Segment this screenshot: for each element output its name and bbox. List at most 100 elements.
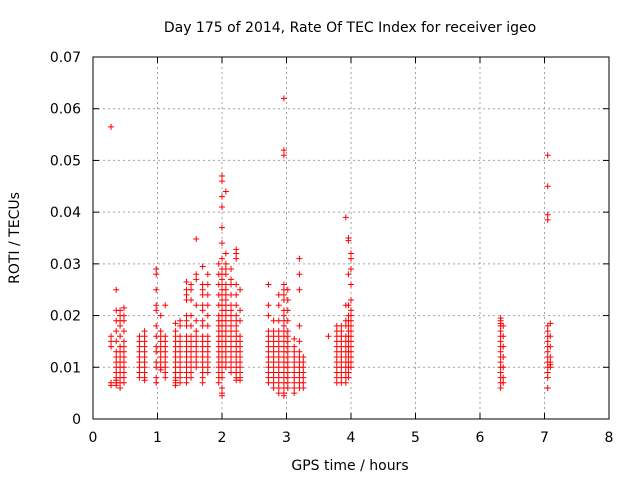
data-point — [219, 240, 225, 247]
data-point — [177, 322, 184, 329]
data-point — [177, 353, 184, 360]
data-point — [120, 338, 127, 345]
data-point — [183, 278, 190, 285]
data-point — [153, 379, 160, 386]
data-point — [348, 255, 354, 262]
data-point — [136, 359, 143, 366]
data-point — [284, 369, 291, 376]
data-point — [296, 271, 303, 278]
data-point — [120, 328, 127, 335]
data-point — [153, 322, 160, 329]
data-point — [237, 338, 244, 345]
data-point — [280, 291, 287, 298]
data-point — [188, 364, 195, 371]
data-point — [291, 348, 298, 355]
data-point — [219, 172, 225, 179]
data-point — [291, 353, 298, 360]
data-point — [270, 338, 277, 345]
data-point — [291, 374, 298, 381]
data-point — [117, 307, 124, 314]
data-point — [265, 338, 272, 345]
data-point — [265, 302, 272, 309]
data-point — [544, 152, 551, 159]
data-point — [222, 250, 229, 257]
data-point — [291, 359, 298, 366]
data-point — [188, 281, 195, 288]
data-point — [222, 338, 229, 345]
data-point — [228, 359, 235, 366]
data-point — [199, 291, 206, 298]
data-point — [153, 374, 160, 381]
data-point — [291, 390, 298, 397]
data-point — [544, 374, 551, 381]
data-point — [141, 343, 148, 350]
data-point — [342, 379, 349, 386]
data-point — [237, 377, 244, 384]
data-point — [284, 286, 291, 293]
data-point — [296, 338, 303, 345]
data-point — [275, 328, 282, 335]
data-point — [222, 307, 229, 314]
data-point — [300, 384, 307, 391]
data-point — [199, 374, 206, 381]
data-point — [222, 343, 229, 350]
data-point — [497, 359, 504, 366]
data-point — [228, 328, 235, 335]
data-point — [199, 364, 206, 371]
data-point — [228, 364, 235, 371]
y-tick-label: 0.02 — [50, 309, 81, 325]
data-point — [300, 353, 307, 360]
data-point — [284, 307, 291, 314]
data-point — [219, 224, 225, 231]
data-point — [188, 348, 195, 355]
data-point — [300, 374, 307, 381]
data-point — [345, 369, 352, 376]
data-point — [199, 263, 206, 270]
data-point — [284, 384, 291, 391]
data-point — [348, 266, 354, 273]
data-point — [199, 379, 206, 386]
data-point — [222, 266, 229, 273]
x-tick-label: 7 — [540, 430, 549, 446]
data-point — [193, 364, 200, 371]
data-point — [237, 307, 244, 314]
data-point — [177, 338, 184, 345]
data-point — [108, 333, 115, 340]
data-point — [215, 260, 222, 267]
data-point — [193, 353, 200, 360]
data-point — [222, 260, 229, 267]
data-point — [153, 302, 160, 309]
data-point — [547, 320, 554, 327]
data-point — [141, 369, 148, 376]
axis-ticks — [92, 56, 610, 420]
data-point — [141, 333, 148, 340]
data-point — [141, 359, 148, 366]
data-point — [153, 266, 160, 273]
data-point — [204, 271, 211, 278]
data-point — [162, 369, 169, 376]
data-point — [204, 359, 211, 366]
data-point — [136, 333, 143, 340]
y-tick-label: 0.05 — [50, 153, 81, 169]
data-point — [204, 353, 211, 360]
data-point — [172, 320, 179, 327]
data-point — [275, 302, 282, 309]
data-point — [193, 333, 200, 340]
data-point — [222, 297, 229, 304]
x-tick-label: 8 — [605, 430, 614, 446]
data-point — [296, 286, 303, 293]
data-point — [162, 364, 169, 371]
data-point — [500, 379, 507, 386]
data-point — [108, 343, 115, 350]
data-point — [120, 312, 127, 319]
data-point — [284, 364, 291, 371]
data-point — [497, 338, 504, 345]
data-point — [228, 369, 235, 376]
data-point — [348, 338, 354, 345]
data-point — [222, 364, 229, 371]
data-point — [270, 328, 277, 335]
data-point — [120, 359, 127, 366]
data-point — [177, 364, 184, 371]
data-point — [172, 382, 179, 389]
data-point — [228, 276, 235, 283]
